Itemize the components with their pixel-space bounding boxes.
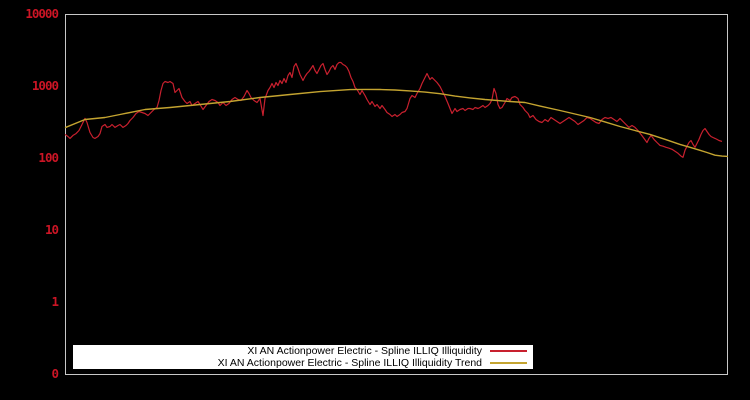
y-axis-tick-label: 10: [44, 222, 59, 237]
legend-item: XI AN Actionpower Electric - Spline ILLI…: [73, 345, 533, 357]
legend-item: XI AN Actionpower Electric - Spline ILLI…: [73, 357, 533, 369]
y-axis-tick-label: 1000: [31, 78, 59, 93]
legend-line-sample-illiq: [490, 350, 527, 352]
y-axis-tick-label: 0: [51, 366, 59, 381]
legend-line-sample-trend: [490, 362, 527, 364]
y-axis-tick-label: 100: [38, 150, 59, 165]
legend-label-trend: XI AN Actionpower Electric - Spline ILLI…: [217, 357, 482, 369]
plot-border: [65, 14, 728, 375]
y-axis-tick-label: 10000: [25, 6, 59, 21]
illiq-trend-line: [64, 88, 729, 158]
legend-label-illiq: XI AN Actionpower Electric - Spline ILLI…: [247, 345, 482, 357]
y-axis-tick-label: 1: [51, 294, 59, 309]
legend: XI AN Actionpower Electric - Spline ILLI…: [73, 345, 533, 369]
illiq-series-line: [64, 61, 723, 158]
